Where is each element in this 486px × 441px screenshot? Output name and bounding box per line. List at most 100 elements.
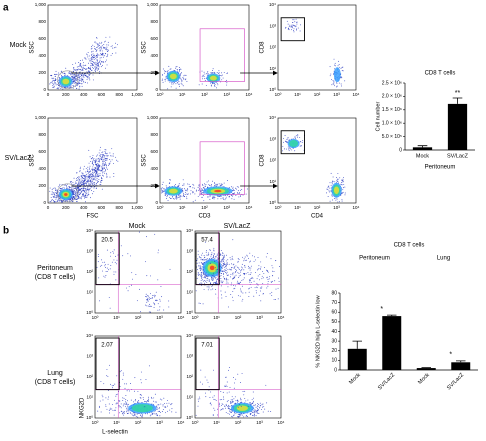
event-dot	[58, 189, 60, 191]
event-dot	[204, 183, 205, 185]
event-dot	[257, 257, 259, 259]
x-tick-label: 10³	[333, 205, 340, 210]
event-dot	[82, 195, 84, 197]
event-dot	[209, 282, 211, 284]
event-dot	[214, 409, 216, 411]
y-tick-label: 30	[331, 338, 337, 344]
event-dot	[190, 190, 192, 192]
event-dot	[78, 192, 80, 194]
event-dot	[106, 408, 108, 410]
event-dot	[260, 266, 262, 268]
event-dot	[98, 43, 100, 45]
event-dot	[126, 411, 127, 413]
event-dot	[71, 188, 73, 190]
event-dot	[221, 403, 223, 405]
event-dot	[78, 177, 80, 179]
column-label: Mock	[129, 223, 146, 230]
gate	[280, 130, 305, 155]
event-dot	[206, 276, 207, 278]
event-dot	[95, 68, 97, 70]
event-dot	[339, 66, 341, 68]
event-dot	[91, 65, 93, 67]
event-dot	[159, 398, 161, 400]
event-dot	[112, 155, 114, 157]
event-dot	[228, 367, 230, 369]
event-dot	[87, 181, 88, 183]
event-dot	[145, 293, 147, 295]
event-dot	[226, 281, 228, 283]
event-dot	[88, 176, 90, 178]
event-dot	[147, 298, 148, 300]
event-dot	[83, 81, 85, 83]
event-dot	[248, 296, 250, 298]
event-dot	[186, 81, 188, 83]
event-dot	[146, 413, 148, 415]
event-dot	[124, 383, 126, 385]
event-dot	[201, 254, 203, 256]
event-dot	[77, 186, 79, 188]
event-dot	[134, 400, 136, 402]
event-dot	[52, 80, 54, 82]
event-dot	[216, 72, 218, 74]
x-tick-label: SV/LacZ	[447, 153, 469, 159]
event-dot	[216, 82, 218, 84]
event-dot	[181, 80, 183, 81]
event-dot	[213, 369, 214, 371]
event-dot	[91, 56, 93, 58]
event-dot	[331, 183, 333, 185]
event-dot	[237, 400, 239, 402]
event-dot	[178, 80, 180, 82]
event-dot	[246, 259, 248, 261]
event-dot	[259, 273, 261, 275]
event-dot	[55, 70, 57, 72]
event-dot	[200, 274, 202, 276]
event-dot	[52, 187, 54, 189]
event-dot	[76, 182, 78, 184]
event-dot	[81, 77, 83, 79]
event-dot	[257, 403, 259, 404]
event-dot	[211, 184, 213, 186]
event-dot	[327, 188, 329, 190]
event-dot	[219, 265, 221, 267]
event-dot	[248, 281, 250, 283]
event-dot	[80, 197, 82, 199]
event-dot	[138, 401, 140, 403]
event-dot	[233, 285, 235, 286]
event-dot	[101, 47, 103, 49]
event-dot	[179, 74, 181, 76]
event-dot	[139, 288, 140, 290]
event-dot	[159, 407, 160, 409]
event-dot	[287, 23, 289, 25]
event-dot	[181, 83, 183, 85]
event-dot	[203, 76, 205, 77]
event-dot	[102, 172, 103, 174]
event-dot	[145, 304, 147, 306]
event-dot	[104, 163, 106, 165]
event-dot	[161, 190, 163, 192]
event-dot	[87, 175, 89, 177]
event-dot	[202, 259, 204, 261]
event-dot	[212, 197, 214, 199]
event-dot	[99, 54, 101, 56]
event-dot	[69, 181, 71, 183]
event-dot	[94, 160, 96, 162]
event-dot	[102, 169, 104, 171]
event-dot	[207, 254, 209, 256]
event-dot	[79, 179, 80, 181]
event-dot	[210, 85, 212, 87]
event-dot	[83, 179, 85, 181]
event-dot	[201, 76, 203, 78]
event-dot	[252, 255, 254, 257]
event-dot	[137, 402, 139, 403]
event-dot	[220, 254, 222, 256]
event-dot	[102, 61, 104, 63]
event-dot	[326, 192, 328, 194]
event-dot	[231, 396, 233, 398]
event-dot	[220, 294, 222, 296]
x-tick-label: 10²	[201, 92, 208, 97]
event-dot	[85, 76, 87, 78]
event-dot	[65, 185, 67, 187]
event-dot	[74, 196, 76, 198]
event-dot	[252, 400, 254, 402]
